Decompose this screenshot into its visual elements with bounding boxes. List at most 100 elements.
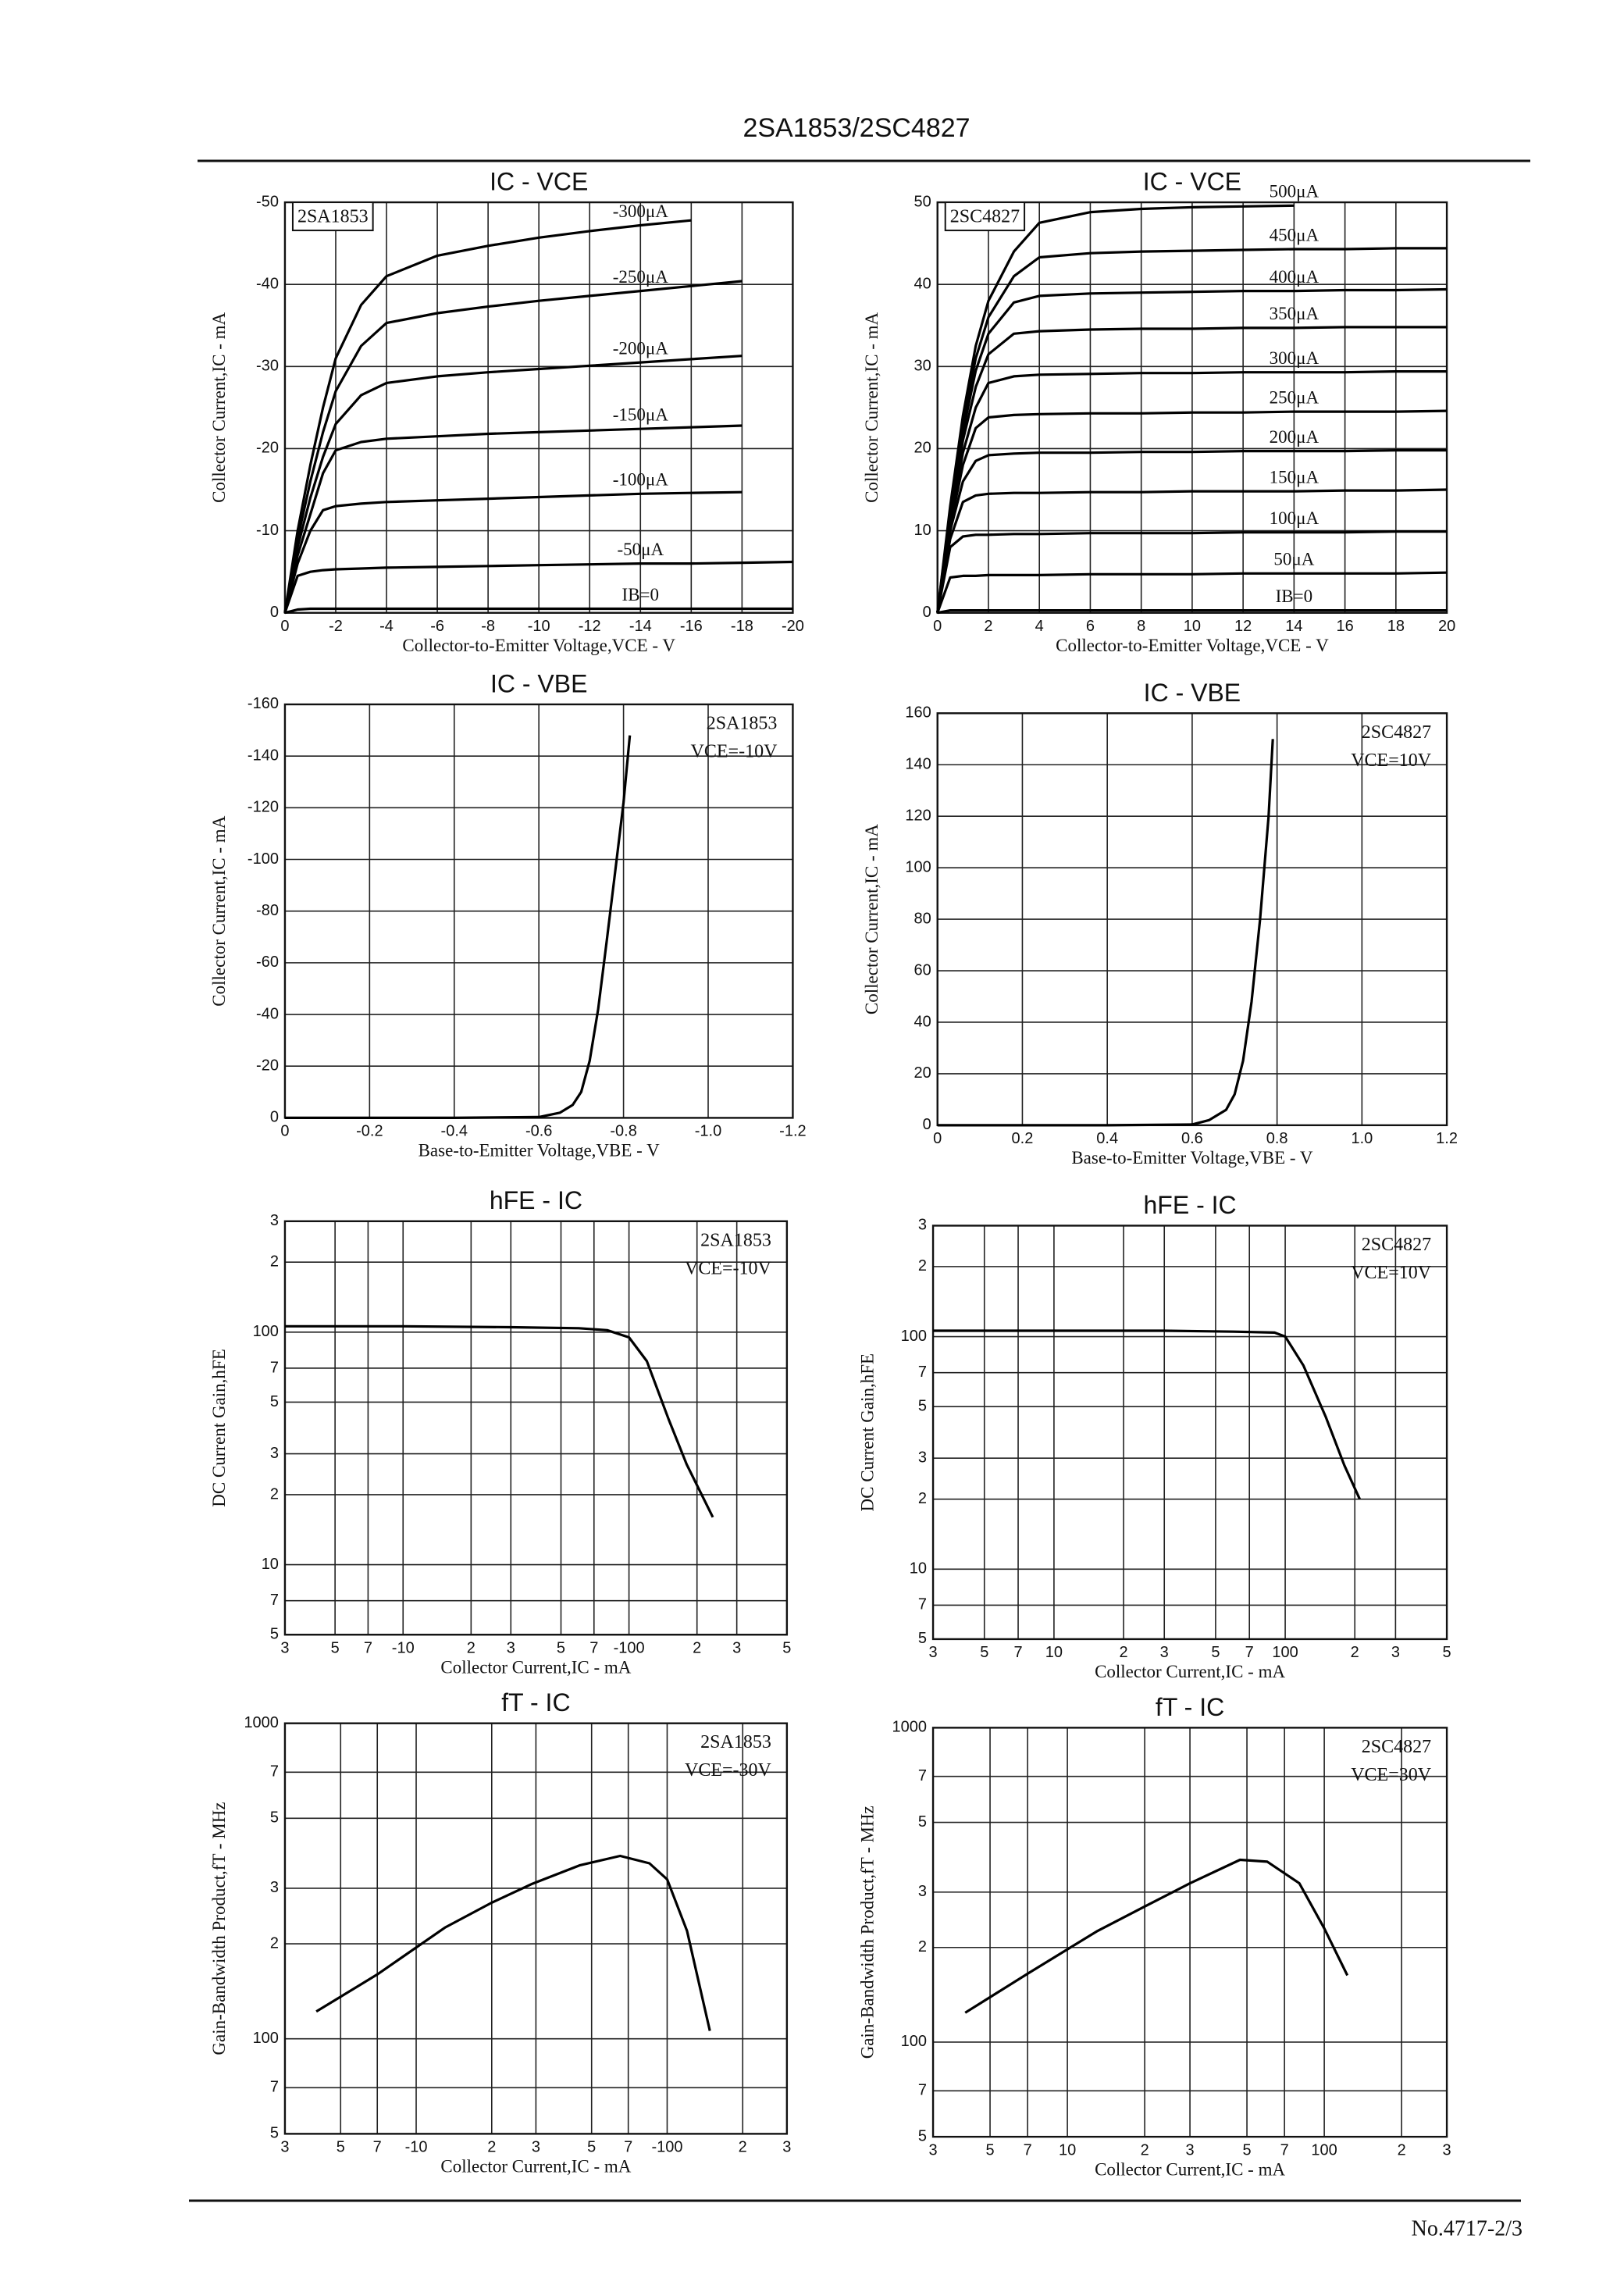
- annotation: 2SA1853: [700, 1230, 771, 1250]
- y-axis-label: Collector Current,IC - mA: [209, 815, 229, 1006]
- y-tick-label: 5: [270, 1626, 279, 1643]
- plot-frame: [931, 1727, 1448, 2138]
- curve: [936, 326, 1448, 613]
- plot-frame: [931, 1225, 1448, 1641]
- y-tick-label: 5: [270, 1809, 279, 1827]
- x-tick-label: 8: [1137, 618, 1145, 635]
- chart: fT - IC3 5 7 10 2 3 5 7 100 2 35710023571000Collec…: [857, 1693, 1451, 2180]
- page-footer: No.4717-2/3: [1412, 2216, 1522, 2241]
- x-tick-label: 1.0: [1351, 1130, 1373, 1147]
- chart: IC - VCE 0 -2 -4 -6 -8 -10 -12 -14 -16 -18 -20 0 -10 -…: [209, 168, 804, 656]
- y-tick-label: -60: [256, 954, 279, 971]
- curve: [315, 1854, 711, 2031]
- curve: [283, 219, 692, 613]
- y-tick-label: -10: [256, 522, 279, 539]
- x-tick-label: -14: [629, 618, 652, 635]
- curve-label: -200μA: [613, 338, 668, 358]
- curve-label: 300μA: [1270, 348, 1320, 368]
- x-tick-label: -4: [379, 618, 394, 635]
- x-tick-label: -20: [782, 618, 804, 635]
- x-tick-label: 18: [1387, 618, 1405, 635]
- annotation: VCE=10V: [1351, 750, 1432, 771]
- chart-title: IC - VBE: [1144, 679, 1241, 707]
- chart: IC - VBE 0 0.2 0.4 0.6 0.8 1.0 1.2 0 20 40 60 80 100 1…: [862, 679, 1458, 1168]
- y-tick-label: 2: [270, 1485, 279, 1503]
- x-tick-label: -10: [392, 1640, 415, 1657]
- y-tick-label: 2: [270, 1253, 279, 1270]
- x-tick-label: 2: [487, 2139, 496, 2156]
- y-tick-label: 3: [918, 1449, 927, 1466]
- x-tick-label: 3: [1391, 1644, 1400, 1661]
- y-tick-label: 7: [270, 2079, 279, 2096]
- y-tick-label: 80: [914, 910, 931, 927]
- annotation: 2SC4827: [950, 207, 1020, 227]
- y-axis-label: Collector Current,IC - mA: [209, 312, 229, 503]
- y-tick-label: 50: [914, 193, 931, 210]
- annotation: VCE=-10V: [685, 1258, 772, 1278]
- x-tick-label: 4: [1035, 618, 1044, 635]
- y-tick-label: 7: [270, 1592, 279, 1609]
- x-tick-label: 7: [1245, 1644, 1254, 1661]
- y-tick-label: 60: [914, 961, 931, 979]
- curve: [284, 607, 793, 615]
- curve: [283, 424, 743, 614]
- y-tick-label: 140: [905, 756, 931, 773]
- y-tick-label: -160: [248, 695, 279, 712]
- curve: [936, 204, 1295, 613]
- x-tick-label: -1.2: [779, 1123, 806, 1140]
- y-tick-label: 100: [905, 858, 931, 875]
- x-tick-label: 2: [1120, 1644, 1128, 1661]
- plot-frame: [936, 201, 1448, 614]
- y-tick-label: -140: [248, 747, 279, 764]
- y-tick-label: 3: [270, 1879, 279, 1896]
- curve: [937, 739, 1274, 1127]
- x-tick-label: -6: [430, 618, 444, 635]
- x-tick-label: -0.4: [441, 1123, 468, 1140]
- x-tick-label: -18: [731, 618, 753, 635]
- curve-label: -100μA: [613, 470, 668, 490]
- y-tick-label: -30: [256, 358, 279, 375]
- y-tick-label: 10: [914, 522, 931, 539]
- x-tick-label: -0.6: [525, 1123, 552, 1140]
- y-tick-label: 5: [918, 1813, 927, 1831]
- y-tick-label: 40: [914, 275, 931, 292]
- annotation-box: [291, 201, 374, 232]
- x-tick-label: 5: [1443, 1644, 1451, 1661]
- chart-title: IC - VCE: [1143, 168, 1241, 196]
- x-tick-label: 2: [984, 618, 992, 635]
- x-tick-label: 12: [1234, 618, 1252, 635]
- y-tick-label: 3: [918, 1883, 927, 1900]
- plot-frame: [283, 201, 794, 614]
- y-tick-label: 0: [270, 1109, 279, 1126]
- x-tick-label: 10: [1045, 1644, 1063, 1661]
- y-tick-label: 20: [914, 440, 931, 457]
- y-tick-label: 20: [914, 1064, 931, 1082]
- curve-label: 100μA: [1270, 508, 1320, 528]
- curve: [283, 355, 743, 614]
- y-tick-label: 7: [270, 1359, 279, 1376]
- y-axis-label: Collector Current,IC - mA: [862, 824, 881, 1014]
- x-tick-label: -0.2: [356, 1123, 383, 1140]
- y-axis-label: DC Current Gain,hFE: [857, 1353, 877, 1512]
- x-tick-label: 3: [1443, 2141, 1451, 2159]
- x-tick-label: 5: [587, 2139, 596, 2156]
- x-tick-label: 0.2: [1012, 1130, 1034, 1147]
- y-tick-label: 7: [918, 2082, 927, 2099]
- curve: [283, 490, 743, 614]
- y-tick-label: 30: [914, 358, 931, 375]
- x-tick-label: 3: [507, 1640, 515, 1657]
- plot-frame: [283, 1220, 789, 1636]
- chart: fT - IC3 5 7 -10 2 3 5 7 -100 2 35710023571000Coll…: [209, 1688, 791, 2176]
- annotation: 2SC4827: [1362, 722, 1431, 743]
- x-tick-label: 7: [373, 2139, 382, 2156]
- y-tick-label: 7: [270, 1763, 279, 1781]
- page-header: 2SA1853/2SC4827: [743, 113, 970, 143]
- y-tick-label: 7: [918, 1364, 927, 1381]
- y-tick-label: -50: [256, 193, 279, 210]
- chart-title: IC - VBE: [490, 669, 587, 697]
- x-tick-label: 3: [1186, 2141, 1195, 2159]
- chart-title: IC - VCE: [490, 168, 588, 196]
- x-tick-label: 3: [280, 2139, 289, 2156]
- x-tick-label: 5: [1243, 2141, 1252, 2159]
- x-tick-label: 3: [782, 2139, 791, 2156]
